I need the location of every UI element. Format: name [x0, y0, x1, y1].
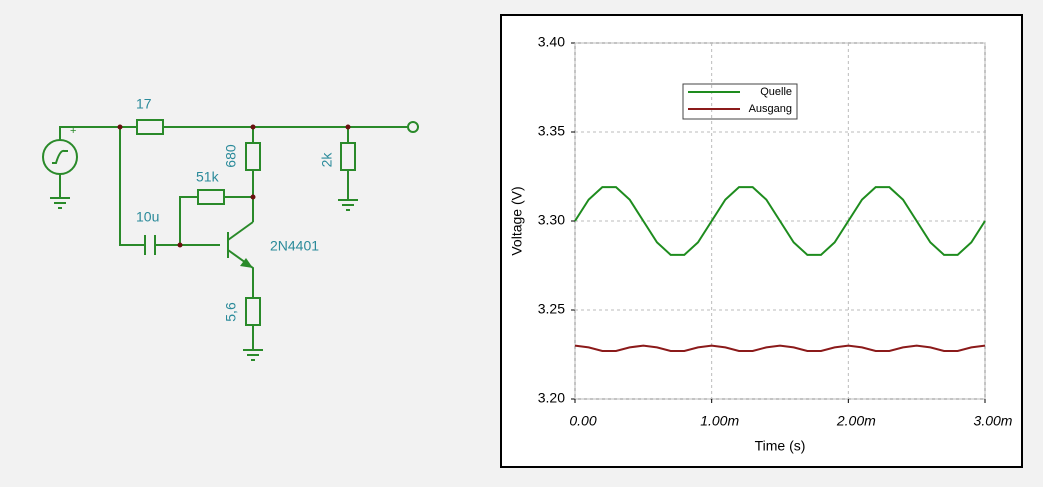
component-label: 2N4401: [270, 238, 319, 254]
x-tick-label: 3.00m: [974, 413, 1013, 429]
y-tick-label: 3.40: [538, 34, 565, 50]
resistor: [197, 189, 225, 205]
x-axis-label: Time (s): [755, 438, 806, 454]
x-tick-label: 1.00m: [700, 413, 739, 429]
legend-label: Quelle: [760, 86, 792, 98]
component-label: 680: [223, 144, 239, 168]
source-symbol: [52, 149, 68, 164]
y-tick-label: 3.35: [538, 123, 565, 139]
wires: [119, 127, 253, 246]
terminal: [407, 121, 419, 133]
series-line: [574, 186, 986, 256]
legend: [682, 83, 798, 120]
series-line: [574, 344, 986, 352]
resistor: [340, 142, 356, 171]
resistor: [245, 297, 261, 326]
capacitor: [144, 235, 156, 255]
junctions: [117, 124, 351, 248]
wires: [50, 126, 408, 209]
y-tick-label: 3.30: [538, 212, 565, 228]
source-plus: +: [70, 125, 76, 137]
component-label: 2k: [319, 152, 335, 168]
component-label: 51k: [196, 169, 220, 185]
legend-label: Ausgang: [749, 103, 792, 115]
y-axis-label: Voltage (V): [509, 186, 525, 255]
x-tick-label: 0.00: [569, 413, 596, 429]
emitter-arrow: [240, 258, 253, 268]
component-label: 5,6: [223, 302, 239, 322]
circuit: + 17 680 2k 51k 10u 2N4401 5,6: [42, 96, 419, 361]
component-label: 17: [136, 96, 152, 112]
resistor: [245, 142, 261, 171]
x-tick-label: 2.00m: [836, 413, 876, 429]
component-label: 10u: [136, 209, 159, 225]
resistor: [136, 119, 164, 135]
y-tick-label: 3.25: [538, 301, 565, 317]
y-tick-label: 3.20: [538, 390, 565, 406]
